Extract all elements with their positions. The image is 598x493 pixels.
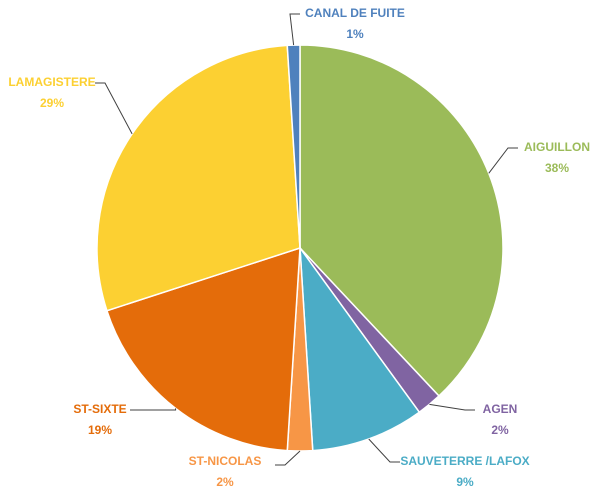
slice-label: AIGUILLON [524,140,590,154]
slice-value-label: 38% [545,161,569,175]
slice-value-label: 29% [40,96,64,110]
slice-value-label: 19% [88,423,112,437]
leader-line [488,147,518,174]
slice-label: ST-NICOLAS [189,454,262,468]
slice-value-label: 9% [456,475,474,489]
slice-value-label: 2% [491,423,509,437]
pie-slice [96,44,301,312]
leader-line [429,403,475,411]
pie-slice [299,245,421,452]
slice-label: AGEN [483,402,518,416]
pie-slice [299,44,504,398]
pie-slice [286,44,301,249]
leader-line [289,13,300,46]
slice-label: CANAL DE FUITE [305,6,405,20]
slice-value-label: 1% [346,27,364,41]
leader-line [275,450,301,466]
slice-label: ST-SIXTE [73,402,126,416]
slice-label: SAUVETERRE /LAFOX [400,454,529,468]
leader-line [95,82,133,135]
pie-slice [105,246,301,452]
slice-value-label: 2% [216,475,234,489]
slice-label: LAMAGISTERE [8,75,95,89]
leader-line [130,408,177,411]
leader-line [368,438,400,463]
